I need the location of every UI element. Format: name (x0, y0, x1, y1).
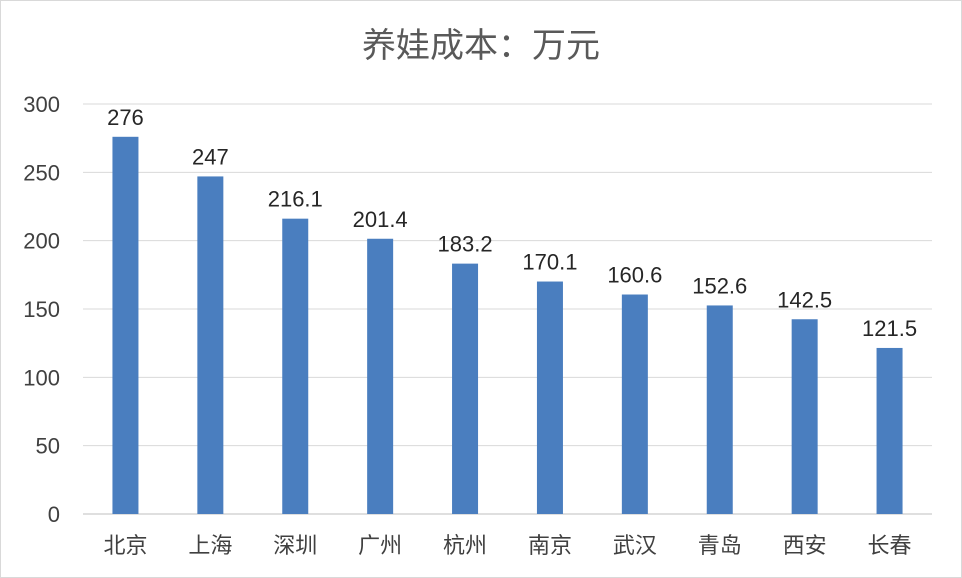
x-category-label: 杭州 (443, 534, 487, 559)
x-category-label: 武汉 (613, 534, 657, 559)
x-category-label: 长春 (868, 534, 912, 559)
data-label: 247 (192, 144, 229, 169)
data-label: 183.2 (438, 232, 493, 257)
data-label: 152.6 (692, 273, 747, 298)
y-tick-label: 150 (23, 297, 60, 322)
x-category-label: 北京 (103, 534, 147, 559)
y-tick-label: 200 (23, 229, 60, 254)
bar (536, 281, 563, 514)
chart-title: 养娃成本：万元 (362, 26, 600, 66)
data-label: 170.1 (522, 250, 577, 275)
data-label: 160.6 (607, 263, 662, 288)
x-category-label: 深圳 (273, 534, 317, 559)
bar (112, 136, 139, 515)
bar (452, 263, 479, 514)
data-label: 276 (107, 105, 144, 130)
bar (876, 347, 903, 514)
data-label: 142.5 (777, 287, 832, 312)
y-tick-label: 0 (48, 502, 60, 527)
x-category-label: 南京 (528, 534, 572, 559)
bar (197, 176, 224, 514)
bar (706, 305, 733, 514)
y-tick-label: 50 (36, 434, 60, 459)
bar (791, 319, 818, 514)
x-category-label: 青岛 (698, 534, 742, 559)
data-label: 201.4 (353, 207, 408, 232)
y-tick-label: 100 (23, 365, 60, 390)
data-label: 216.1 (268, 187, 323, 212)
y-tick-label: 300 (23, 92, 60, 117)
bar (621, 294, 648, 514)
x-category-label: 上海 (188, 534, 232, 559)
y-tick-label: 250 (23, 160, 60, 185)
bar (282, 218, 309, 514)
bar (367, 238, 394, 514)
data-label: 121.5 (862, 316, 917, 341)
x-category-label: 西安 (783, 534, 827, 559)
x-category-label: 广州 (358, 534, 402, 559)
